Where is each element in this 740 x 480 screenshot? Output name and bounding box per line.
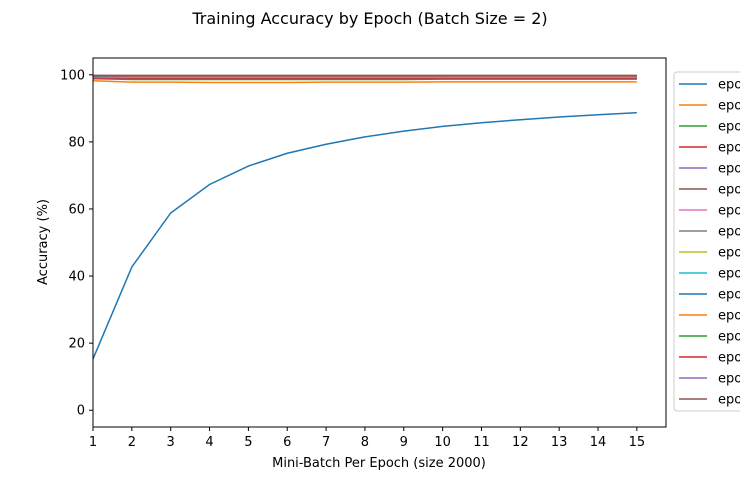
x-tick-label-4: 4	[205, 435, 213, 450]
x-tick-label-2: 2	[128, 435, 136, 450]
plot-frame	[92, 57, 667, 428]
x-tick-label-5: 5	[244, 435, 252, 450]
x-tick-label-14: 14	[590, 435, 607, 450]
x-tick-label-12: 12	[512, 435, 529, 450]
x-tick-label-3: 3	[167, 435, 175, 450]
x-tick-label-7: 7	[322, 435, 330, 450]
y-tick-label-0: 0	[77, 404, 85, 419]
legend-label-2: epo	[718, 99, 740, 114]
legend-label-6: epo	[718, 183, 740, 198]
series-line-2	[92, 80, 637, 84]
legend-frame	[673, 71, 740, 412]
legend-label-11: epo	[718, 288, 740, 303]
series-line-1	[92, 111, 637, 360]
x-tick-label-13: 13	[551, 435, 568, 450]
x-tick-label-10: 10	[434, 435, 451, 450]
legend-label-10: epo	[718, 267, 740, 282]
legend-label-13: epo	[718, 330, 740, 345]
x-tick-label-8: 8	[361, 435, 369, 450]
y-tick-label-20: 20	[68, 337, 85, 352]
y-tick-label-100: 100	[60, 68, 85, 83]
legend-label-9: epo	[718, 246, 740, 261]
plot-area	[92, 74, 637, 360]
legend-label-15: epo	[718, 372, 740, 387]
y-tick-label-80: 80	[68, 135, 85, 150]
x-tick-label-15: 15	[629, 435, 646, 450]
y-tick-label-60: 60	[68, 202, 85, 217]
legend-label-4: epo	[718, 141, 740, 156]
chart-title: Training Accuracy by Epoch (Batch Size =…	[191, 9, 547, 28]
x-tick-label-9: 9	[400, 435, 408, 450]
legend-label-5: epo	[718, 162, 740, 177]
legend-label-1: epo	[718, 78, 740, 93]
x-tick-label-11: 11	[473, 435, 490, 450]
legend-label-14: epo	[718, 351, 740, 366]
legend-label-7: epo	[718, 204, 740, 219]
x-tick-label-6: 6	[283, 435, 291, 450]
y-tick-label-40: 40	[68, 270, 85, 285]
legend: epo epo epo epo epo epo epo epo epo epo epo epo epo e…	[673, 71, 740, 412]
y-axis: 0 20 40 60 80 100	[60, 68, 93, 419]
x-axis: 1 2 3 4 5 6 7 8 9 10 11 12 13 14 15	[89, 427, 645, 450]
legend-label-16: epo	[718, 393, 740, 408]
x-tick-label-1: 1	[89, 435, 97, 450]
legend-label-12: epo	[718, 309, 740, 324]
y-axis-label: Accuracy (%)	[36, 199, 51, 285]
legend-label-3: epo	[718, 120, 740, 135]
x-axis-label: Mini-Batch Per Epoch (size 2000)	[272, 456, 486, 471]
legend-label-8: epo	[718, 225, 740, 240]
